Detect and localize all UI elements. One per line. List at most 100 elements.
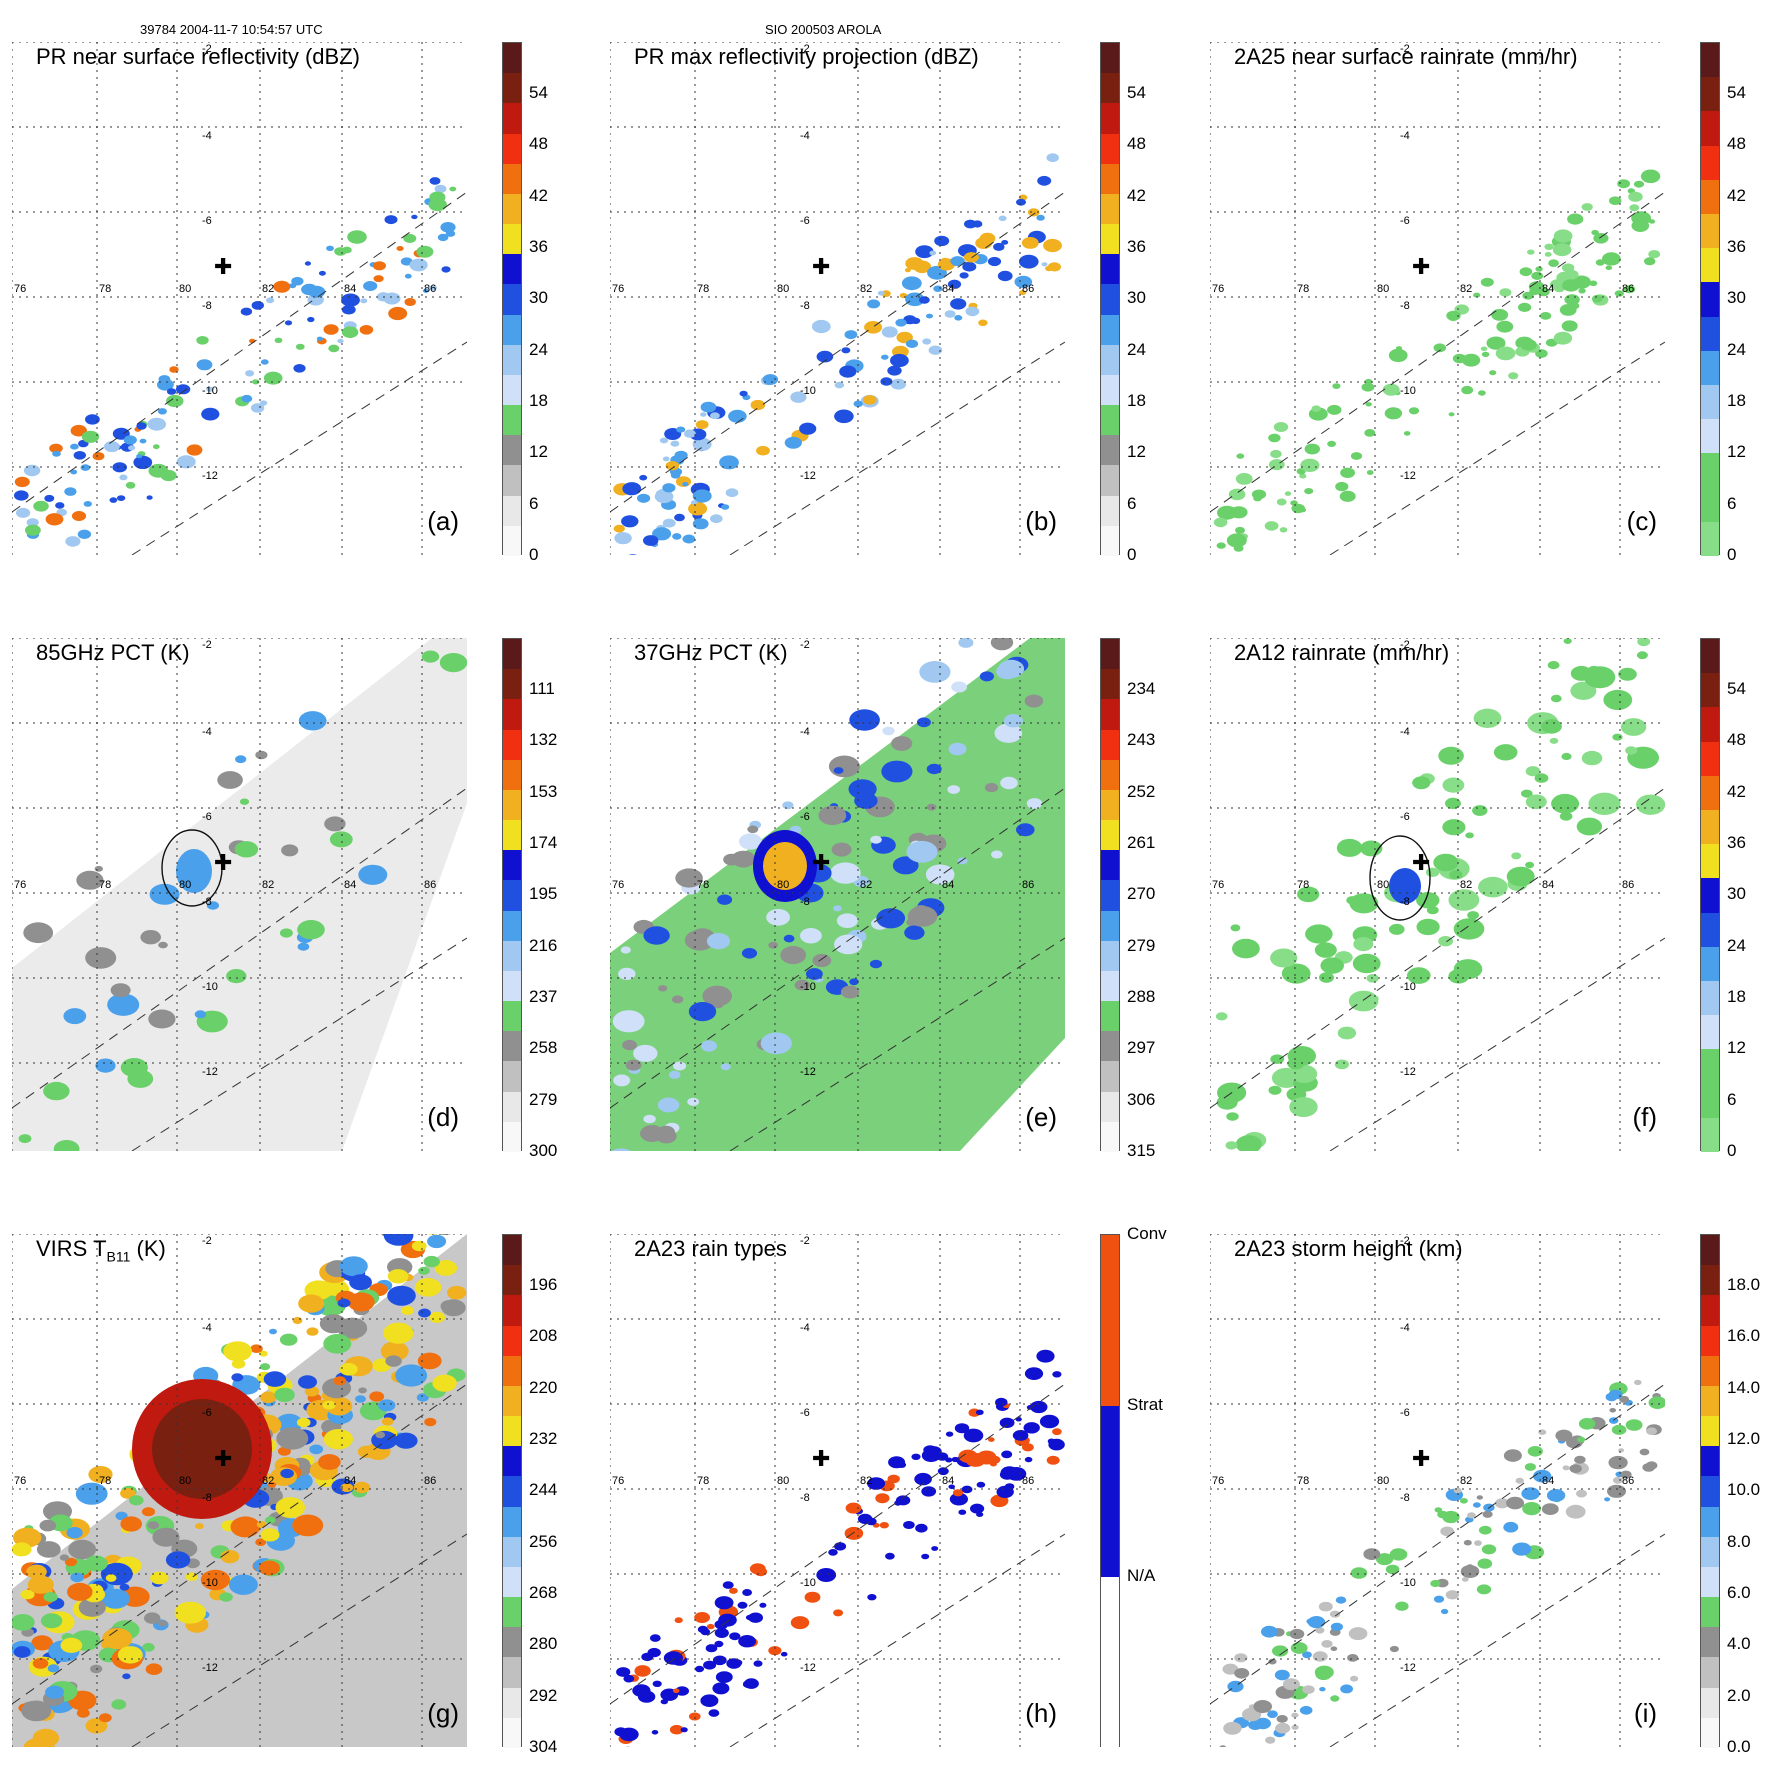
colorbar-segment [503, 465, 521, 496]
lon-label: 84 [1542, 1475, 1554, 1487]
rain-cell [1553, 229, 1573, 243]
lat-label: -8 [1400, 1492, 1410, 1504]
map-plot: 76 78 80 82 84 86 -2 -4 -6 -8 -10 -12 ✚ [12, 638, 467, 1151]
rain-cell [658, 985, 668, 992]
lat-label: -4 [800, 130, 810, 142]
rain-cell [818, 805, 847, 826]
rain-cell [1306, 891, 1318, 900]
rain-cell [240, 307, 253, 316]
colorbar-tick-label: 288 [1127, 987, 1156, 1006]
rain-cell [1026, 798, 1043, 809]
rain-cell [895, 1495, 911, 1506]
colorbar-segment [503, 1717, 521, 1748]
rain-cell [1412, 776, 1431, 790]
panel-title-text: 2A25 near surface rainrate (mm/hr) [1234, 44, 1578, 69]
rain-cell [928, 345, 943, 355]
rain-cell [811, 319, 831, 334]
rain-cell [1527, 1446, 1543, 1457]
rain-cell [127, 1069, 154, 1088]
rain-cell [1628, 191, 1643, 202]
rain-cell [728, 409, 747, 423]
rain-cell [1591, 294, 1603, 303]
rain-cell [944, 310, 956, 318]
rain-cell [1234, 1653, 1248, 1663]
rain-cell [360, 298, 368, 304]
rain-cell [1407, 967, 1431, 984]
rain-cell [148, 463, 169, 478]
colorbar-tick-label: 16.0 [1727, 1326, 1761, 1346]
rain-cell [921, 1553, 930, 1560]
rain-cell [1515, 1477, 1524, 1484]
rain-cell [427, 1234, 447, 1249]
colorbar-tick-label: 174 [529, 833, 558, 852]
rain-cell [341, 326, 359, 339]
rain-cell [965, 306, 980, 317]
lon-label: 86 [1022, 1475, 1034, 1487]
colorbar-segment [1701, 707, 1719, 742]
rain-cell [759, 1602, 767, 1608]
rain-cell [1213, 517, 1228, 528]
colorbar [1700, 42, 1720, 556]
rain-cell [1299, 473, 1307, 479]
rain-cell [158, 941, 168, 949]
rain-cell [1521, 789, 1533, 798]
rain-cell [1535, 266, 1543, 272]
lon-label: 84 [1542, 283, 1554, 295]
colorbar-segment [503, 1091, 521, 1122]
rain-cell [1036, 1349, 1055, 1363]
rain-cell [1052, 1371, 1062, 1378]
rain-cell [907, 906, 938, 927]
colorbar-tick-label: 6 [1727, 493, 1737, 513]
rain-cell [186, 444, 203, 456]
rain-cell [449, 186, 457, 192]
rain-cell [119, 474, 128, 481]
colorbar-segment [503, 1416, 521, 1447]
rain-cell [834, 934, 863, 955]
rain-cell [217, 771, 243, 789]
rain-cell [59, 1554, 69, 1561]
rain-cell [381, 1417, 394, 1426]
rain-cell [329, 831, 353, 848]
rain-cell [710, 514, 723, 524]
panel-title-text: PR max reflectivity projection (dBZ) [634, 44, 979, 69]
rain-cell [387, 1285, 416, 1306]
colorbar-segment [1701, 1566, 1719, 1598]
rain-cell [906, 840, 938, 863]
rain-cell [1312, 1651, 1328, 1662]
colorbar-segment [1701, 844, 1719, 879]
colorbar-tick-label: 30 [529, 288, 548, 308]
colorbar-segment [503, 1121, 521, 1152]
panel-title-text: 2A23 storm height (km) [1234, 1236, 1463, 1261]
rain-cell [1520, 339, 1537, 351]
rain-cell [1605, 265, 1613, 271]
colorbar-segment [1701, 248, 1719, 283]
lat-label: -6 [1400, 811, 1410, 823]
rain-cell [739, 833, 762, 850]
rain-cell [1332, 383, 1341, 389]
rain-cell [1612, 1476, 1623, 1484]
rain-cell [1448, 412, 1455, 417]
rain-cell [784, 436, 802, 449]
rain-cell [1620, 1470, 1632, 1479]
rain-cell [702, 985, 732, 1007]
lon-label: 84 [344, 1475, 356, 1487]
rain-cell [80, 464, 91, 471]
rain-cell [783, 934, 795, 943]
rain-cell [738, 1635, 756, 1648]
rain-cell [905, 292, 925, 307]
rain-cell [263, 1371, 287, 1387]
rain-cell [675, 1686, 689, 1696]
map-plot: 76 78 80 82 84 86 -2 -4 -6 -8 -10 -12 ✚ [1210, 638, 1665, 1151]
colorbar-segment [503, 103, 521, 134]
rain-cell [1506, 866, 1535, 887]
lat-label: -8 [1400, 896, 1410, 908]
rain-cell [383, 1322, 414, 1344]
swath-edge [729, 341, 1065, 555]
rain-cell [830, 862, 861, 884]
rain-cell [441, 266, 451, 273]
rain-cell [33, 500, 49, 512]
rain-cell [1222, 1663, 1239, 1675]
rain-cell [1438, 746, 1464, 765]
rain-cell [990, 638, 1014, 651]
rain-cell [395, 1364, 428, 1387]
